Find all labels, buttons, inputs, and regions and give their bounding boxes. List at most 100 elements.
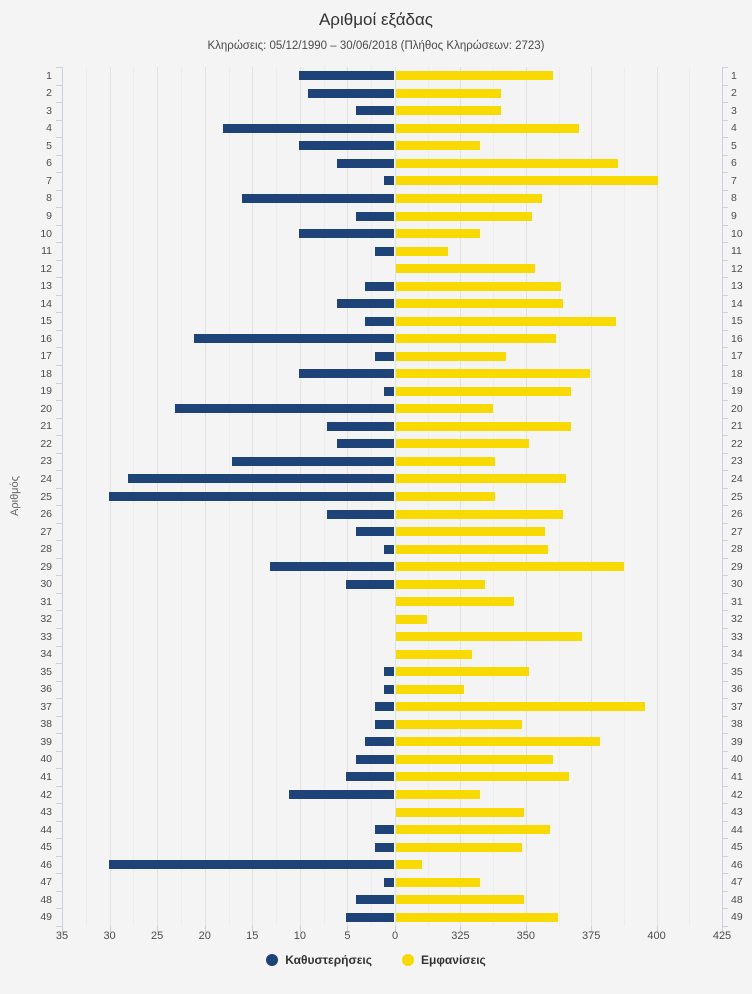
legend-item-appearances[interactable]: Εμφανίσεις — [401, 953, 486, 967]
delay-bar[interactable] — [336, 439, 394, 449]
appearances-bar[interactable] — [396, 386, 572, 396]
appearances-bar[interactable] — [396, 474, 567, 484]
delay-bar[interactable] — [336, 299, 394, 309]
delay-bar[interactable] — [308, 88, 394, 98]
delay-bar[interactable] — [336, 158, 394, 168]
category-label-right: 1 — [731, 69, 737, 82]
delay-bar[interactable] — [384, 667, 394, 677]
appearances-bar[interactable] — [396, 229, 480, 239]
appearances-bar[interactable] — [396, 439, 530, 449]
appearances-bar[interactable] — [396, 842, 522, 852]
appearances-bar[interactable] — [396, 737, 601, 747]
appearances-bar[interactable] — [396, 807, 525, 817]
delay-bar[interactable] — [384, 544, 394, 554]
delay-bar[interactable] — [355, 211, 394, 221]
delay-bar[interactable] — [241, 193, 394, 203]
delay-bar[interactable] — [298, 71, 394, 81]
appearances-bar[interactable] — [396, 632, 582, 642]
appearances-bar[interactable] — [396, 790, 480, 800]
appearances-bar[interactable] — [396, 544, 548, 554]
appearances-bar[interactable] — [396, 877, 480, 887]
appearances-bar[interactable] — [396, 509, 564, 519]
left-axis-tick — [56, 487, 62, 489]
delay-bar[interactable] — [384, 877, 394, 887]
appearances-bar[interactable] — [396, 597, 514, 607]
appearances-bar[interactable] — [396, 421, 572, 431]
appearances-bar[interactable] — [396, 404, 493, 414]
delay-bar[interactable] — [222, 123, 394, 133]
delay-bar[interactable] — [346, 912, 394, 922]
appearances-bar[interactable] — [396, 334, 556, 344]
appearances-bar[interactable] — [396, 316, 616, 326]
delay-bar[interactable] — [374, 825, 394, 835]
delay-bar[interactable] — [270, 562, 394, 572]
appearances-bar[interactable] — [396, 614, 428, 624]
delay-bar[interactable] — [384, 684, 394, 694]
appearances-bar[interactable] — [396, 912, 559, 922]
delay-bar[interactable] — [365, 737, 394, 747]
appearances-bar[interactable] — [396, 123, 580, 133]
appearances-bar[interactable] — [396, 527, 546, 537]
delay-bar[interactable] — [355, 895, 394, 905]
delay-bar[interactable] — [298, 141, 394, 151]
left-axis-tick — [56, 540, 62, 542]
appearances-bar[interactable] — [396, 825, 551, 835]
appearances-bar[interactable] — [396, 351, 506, 361]
appearances-bar[interactable] — [396, 71, 553, 81]
right-axis-tick — [722, 557, 728, 559]
appearances-bar[interactable] — [396, 264, 535, 274]
delay-bar[interactable] — [298, 369, 394, 379]
legend-item-delays[interactable]: Καθυστερήσεις — [266, 953, 372, 967]
appearances-bar[interactable] — [396, 211, 533, 221]
appearances-bar[interactable] — [396, 141, 480, 151]
appearances-bar[interactable] — [396, 158, 619, 168]
delay-bar[interactable] — [327, 421, 394, 431]
appearances-bar[interactable] — [396, 772, 569, 782]
delay-bar[interactable] — [108, 860, 394, 870]
appearances-bar[interactable] — [396, 176, 658, 186]
delay-bar[interactable] — [289, 790, 394, 800]
delay-bar[interactable] — [327, 509, 394, 519]
appearances-bar[interactable] — [396, 579, 485, 589]
delay-bar[interactable] — [374, 719, 394, 729]
delay-bar[interactable] — [175, 404, 394, 414]
delay-bar[interactable] — [346, 772, 394, 782]
appearances-bar[interactable] — [396, 702, 645, 712]
delay-bar[interactable] — [374, 702, 394, 712]
appearances-bar[interactable] — [396, 246, 449, 256]
appearances-bar[interactable] — [396, 456, 496, 466]
delay-bar[interactable] — [355, 527, 394, 537]
appearances-bar[interactable] — [396, 492, 496, 501]
delay-bar[interactable] — [108, 492, 394, 501]
appearances-bar[interactable] — [396, 88, 501, 98]
delay-bar[interactable] — [355, 106, 394, 116]
appearances-bar[interactable] — [396, 684, 465, 694]
appearances-bar[interactable] — [396, 667, 530, 677]
appearances-bar[interactable] — [396, 281, 561, 291]
delay-bar[interactable] — [374, 351, 394, 361]
appearances-bar[interactable] — [396, 562, 624, 572]
delay-bar[interactable] — [232, 456, 394, 466]
appearances-bar[interactable] — [396, 895, 525, 905]
appearances-bar[interactable] — [396, 754, 553, 764]
delay-bar[interactable] — [127, 474, 394, 484]
delay-bar[interactable] — [346, 579, 394, 589]
appearances-bar[interactable] — [396, 860, 423, 870]
appearances-bar[interactable] — [396, 369, 590, 379]
category-label-right: 20 — [731, 402, 743, 415]
appearances-bar[interactable] — [396, 299, 564, 309]
delay-bar[interactable] — [384, 386, 394, 396]
delay-bar[interactable] — [365, 316, 394, 326]
delay-bar[interactable] — [365, 281, 394, 291]
appearances-bar[interactable] — [396, 106, 501, 116]
appearances-bar[interactable] — [396, 649, 472, 659]
delay-bar[interactable] — [298, 229, 394, 239]
delay-bar[interactable] — [374, 246, 394, 256]
category-label-left: 29 — [40, 560, 52, 573]
delay-bar[interactable] — [384, 176, 394, 186]
delay-bar[interactable] — [355, 754, 394, 764]
delay-bar[interactable] — [374, 842, 394, 852]
delay-bar[interactable] — [194, 334, 394, 344]
appearances-bar[interactable] — [396, 719, 522, 729]
appearances-bar[interactable] — [396, 193, 543, 203]
